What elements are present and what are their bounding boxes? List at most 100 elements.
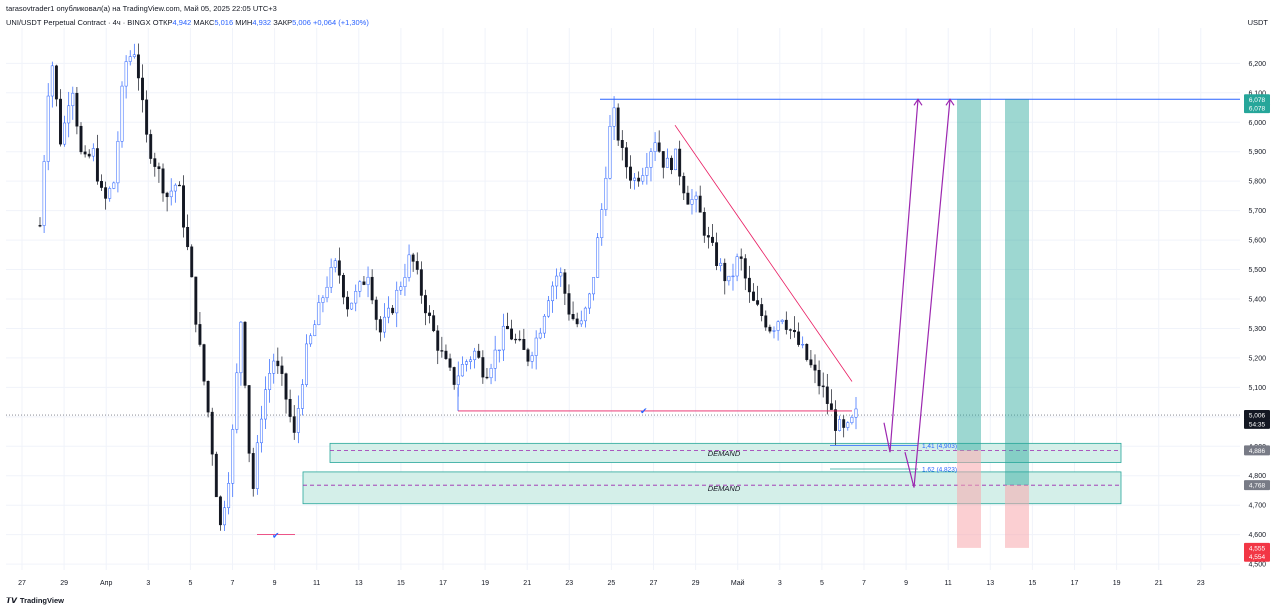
x-tick-label: 27 <box>18 580 26 587</box>
candle-body <box>702 212 706 236</box>
candle-body <box>362 281 366 285</box>
x-tick-label: 25 <box>608 580 616 587</box>
price-tag-label: 6,078 <box>1249 106 1266 113</box>
candle-body <box>194 276 198 325</box>
candle-body <box>678 148 682 177</box>
candle-body <box>370 276 374 301</box>
candle-body <box>67 105 71 124</box>
candle-body <box>313 324 317 337</box>
candle-body <box>341 275 345 298</box>
price-tag-label: 54:35 <box>1249 421 1266 428</box>
candle-body <box>239 321 243 374</box>
x-tick-label: 7 <box>231 580 235 587</box>
price-tag <box>1244 551 1270 562</box>
x-tick-label: 29 <box>60 580 68 587</box>
candle-body <box>657 142 661 152</box>
arrow-head <box>913 98 923 106</box>
x-tick-label: Апр <box>100 580 112 587</box>
price-tag <box>1244 480 1270 491</box>
close-label: ЗАКР <box>273 18 293 27</box>
y-tick-label: 5,700 <box>1248 208 1266 215</box>
candle-body <box>214 453 218 498</box>
x-tick-label: 29 <box>692 580 700 587</box>
candle-body <box>59 98 62 145</box>
candle-body <box>300 384 304 409</box>
high-label: МАКС <box>193 18 215 27</box>
candle-body <box>71 92 75 107</box>
price-tag-label: 4,555 <box>1249 545 1266 552</box>
fib-level-label: 1,41 (4,903) <box>922 443 957 450</box>
candle-body <box>305 343 308 385</box>
footer-brand-label: TradingView <box>19 596 64 605</box>
candle-body <box>395 289 399 314</box>
demand-zone-label: DEMAND <box>708 484 741 493</box>
candle-body <box>132 54 136 57</box>
candle-body <box>440 350 444 352</box>
stop-box <box>1005 485 1029 548</box>
candle-body <box>42 161 46 226</box>
candle-body <box>674 148 678 171</box>
candle-body <box>358 281 362 292</box>
y-tick-label: 5,400 <box>1248 297 1266 304</box>
candle-body <box>629 166 632 181</box>
candle-body <box>842 419 846 428</box>
y-tick-label: 5,200 <box>1248 355 1266 362</box>
candles <box>38 43 858 531</box>
candle-body <box>661 151 665 168</box>
candle-body <box>575 318 579 325</box>
stop-box <box>957 450 981 548</box>
projection-arrow <box>904 99 951 488</box>
candle-body <box>284 373 288 400</box>
candle-body <box>186 226 190 248</box>
x-tick-label: 11 <box>313 580 320 587</box>
price-tag-label: 4,768 <box>1249 483 1266 490</box>
candle-body <box>288 398 292 417</box>
candle-body <box>448 358 452 368</box>
candle-body <box>292 416 296 433</box>
candle-body <box>489 368 493 379</box>
footer-brand[interactable]: 𝙏𝙑 TradingView <box>6 596 64 605</box>
candle-body <box>382 316 386 333</box>
candle-body <box>276 360 280 367</box>
candle-body <box>768 326 772 332</box>
candle-body <box>54 65 58 100</box>
candle-body <box>264 389 267 420</box>
y-tick-label: 4,500 <box>1248 562 1266 569</box>
candle-body <box>534 337 538 356</box>
candle-body <box>100 181 103 188</box>
candle-body <box>411 254 415 262</box>
candle-body <box>706 235 710 238</box>
candle-body <box>182 185 185 228</box>
candle-body <box>772 330 776 332</box>
candle-body <box>645 167 649 176</box>
candle-body <box>649 151 653 168</box>
candle-body <box>764 315 768 328</box>
candle-body <box>108 188 112 199</box>
low-label: МИН <box>235 18 253 27</box>
price-tag <box>1244 410 1270 421</box>
candle-body <box>686 192 690 205</box>
candle-body <box>210 411 214 455</box>
candle-body <box>325 286 329 299</box>
candle-body <box>571 314 575 320</box>
x-tick-label: 17 <box>1071 580 1079 587</box>
candle-body <box>333 260 337 268</box>
candle-body <box>366 276 370 285</box>
check-icon: ✔ <box>640 406 648 416</box>
candle-body <box>690 199 694 205</box>
candle-body <box>83 151 87 155</box>
candle-body <box>255 442 259 489</box>
candle-body <box>452 367 456 385</box>
price-tag <box>1244 418 1270 429</box>
candle-body <box>665 157 669 168</box>
candle-body <box>817 369 821 387</box>
candle-body <box>95 148 99 182</box>
candle-body <box>231 429 235 484</box>
x-tick-label: 17 <box>439 580 447 587</box>
candle-body <box>444 350 448 359</box>
candle-body <box>834 409 837 431</box>
candle-body <box>526 349 530 362</box>
candle-body <box>173 184 177 192</box>
candle-body <box>600 209 604 238</box>
